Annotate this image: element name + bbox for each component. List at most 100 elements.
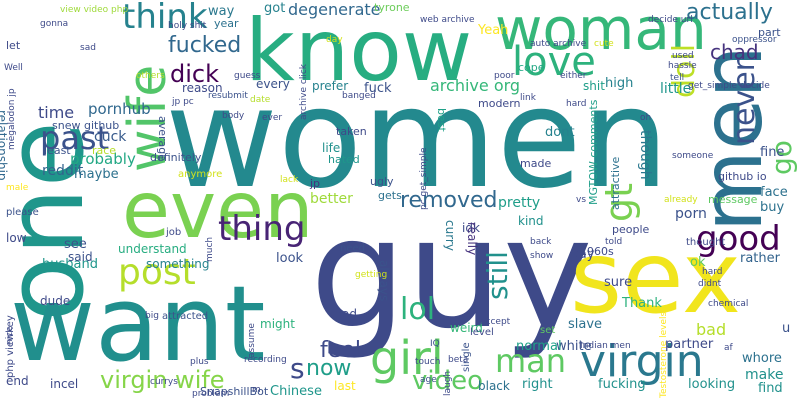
word: poor xyxy=(494,71,515,81)
word: hard xyxy=(566,99,587,109)
word: might xyxy=(260,317,295,331)
word: view video php xyxy=(60,5,129,15)
word: nice xyxy=(5,326,15,345)
word: web archive xyxy=(420,15,475,25)
word: maybe xyxy=(74,167,119,182)
word: modern xyxy=(478,97,521,110)
word: oh xyxy=(640,113,652,123)
word: always xyxy=(377,260,391,302)
word: Thank xyxy=(622,296,662,311)
word: age xyxy=(420,375,437,385)
word: touch xyxy=(415,357,441,367)
word: see xyxy=(64,237,87,252)
word: read xyxy=(330,307,358,321)
word: feel xyxy=(320,338,361,363)
word: low xyxy=(6,231,27,245)
word: rather xyxy=(740,251,780,266)
word: assume xyxy=(247,323,257,358)
word: now xyxy=(306,356,352,381)
word: weird xyxy=(450,321,483,335)
word: ugly xyxy=(370,175,394,188)
word: plus xyxy=(190,357,209,367)
word: dude xyxy=(40,294,71,308)
word: man xyxy=(495,342,567,380)
word: last xyxy=(334,379,356,393)
word: oppressor xyxy=(732,35,777,45)
word: virgin wife xyxy=(100,366,225,394)
word: MGTOW comments xyxy=(587,99,600,205)
word: resubmit xyxy=(208,91,248,101)
word: video xyxy=(412,366,484,396)
word: every xyxy=(256,77,290,91)
word: back xyxy=(530,237,552,247)
word: curry xyxy=(443,220,457,251)
word: face xyxy=(760,185,788,200)
word: thought xyxy=(686,237,726,248)
word: slave xyxy=(568,317,603,332)
word: need xyxy=(340,243,365,254)
word: jp pc xyxy=(172,97,194,107)
word: reddit xyxy=(42,163,84,179)
word: made xyxy=(520,157,552,170)
word: end xyxy=(6,374,29,388)
word: getting xyxy=(355,270,388,280)
word: either xyxy=(560,71,587,81)
word: archive click xyxy=(299,63,309,120)
word: sure xyxy=(604,275,633,290)
word: race xyxy=(92,144,117,157)
word: got xyxy=(264,1,286,16)
word: normal xyxy=(516,339,562,354)
word: pc get_simple xyxy=(419,147,429,210)
word: love xyxy=(512,39,596,85)
word: beta xyxy=(448,355,469,365)
word: actually xyxy=(686,0,773,25)
word: dont xyxy=(545,125,575,140)
word: partner xyxy=(665,337,714,352)
word: even xyxy=(122,166,314,256)
word: accept xyxy=(480,317,511,327)
word: husband xyxy=(42,257,98,272)
word: 1960s xyxy=(580,245,614,258)
word: show xyxy=(530,251,554,261)
word: past xyxy=(40,119,110,157)
word: Yeah xyxy=(478,23,509,38)
word: prefer xyxy=(312,79,349,93)
word: porn xyxy=(675,206,707,222)
word: message xyxy=(708,193,758,206)
word: removed xyxy=(400,188,498,213)
word: hassle xyxy=(668,61,697,71)
word: understand xyxy=(118,242,187,256)
word: link xyxy=(520,93,536,103)
word: body xyxy=(222,111,245,121)
word: megalodon jp xyxy=(7,88,17,150)
word: day xyxy=(326,35,343,45)
word: Testosterone levels xyxy=(659,311,669,398)
word: much xyxy=(205,236,215,262)
word: Indian men xyxy=(580,341,631,351)
word: Well xyxy=(4,63,23,73)
word: male xyxy=(6,183,29,193)
word: ok xyxy=(690,255,706,270)
word: decide url xyxy=(648,15,693,25)
word: pretty xyxy=(498,195,541,211)
word: Chinese xyxy=(270,384,322,399)
word: SnapshillBot xyxy=(200,385,269,398)
word: high xyxy=(605,76,634,91)
word: good xyxy=(696,219,781,259)
word: archive org xyxy=(430,76,521,95)
word: others xyxy=(136,71,165,81)
word: jp xyxy=(310,177,321,190)
word: still xyxy=(481,251,514,300)
word: banged xyxy=(342,91,376,101)
word: let xyxy=(6,39,21,52)
word: af xyxy=(724,343,733,353)
word: post xyxy=(118,252,196,293)
word: reason xyxy=(182,81,223,95)
word: cute xyxy=(594,39,614,49)
word: right xyxy=(522,377,553,392)
word: tyrone xyxy=(374,1,410,14)
word: white xyxy=(556,339,592,354)
word: said xyxy=(68,250,93,264)
word: looking xyxy=(688,377,736,392)
